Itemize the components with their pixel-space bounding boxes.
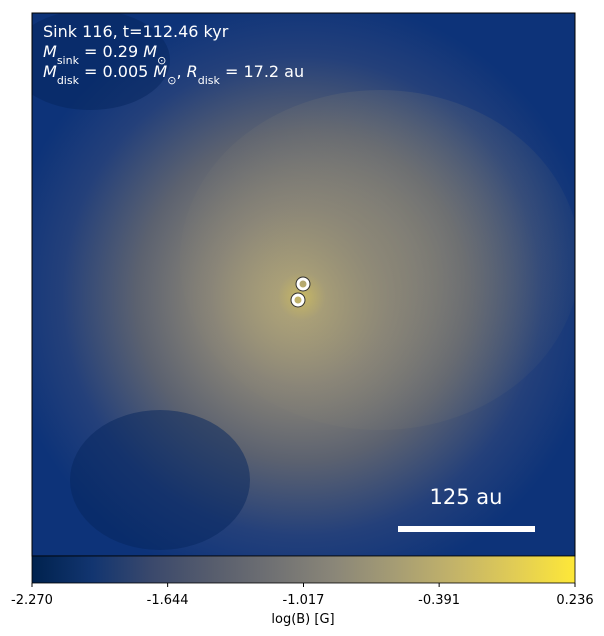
annotation-segment: disk <box>198 74 221 87</box>
sink-marker-outline <box>295 276 311 292</box>
annotation-segment: M <box>43 62 57 81</box>
tick-label: -0.391 <box>418 593 460 608</box>
sink-marker <box>296 277 310 291</box>
tick-label: -1.644 <box>147 593 189 608</box>
scale-bar-label: 125 au <box>430 485 503 509</box>
sink-marker <box>291 293 305 307</box>
annotation-segment: sink <box>57 54 80 67</box>
annotation-segment: ⊙ <box>167 74 176 87</box>
tick-label: 0.236 <box>556 593 593 608</box>
annotation-segment: R <box>187 62 198 81</box>
annotation-segment: M <box>153 62 167 81</box>
colorbar-label: log(B) [G] <box>271 612 334 627</box>
annotation-segment: = 0.29 <box>79 42 143 61</box>
annotation-segment: , <box>176 62 186 81</box>
annotation-segment: = 17.2 au <box>220 62 304 81</box>
annotation-segment: ⊙ <box>157 54 166 67</box>
tick-label: -2.270 <box>11 593 53 608</box>
annotation-line: Mdisk = 0.005 M⊙, Rdisk = 17.2 au <box>43 62 304 87</box>
annotation-segment: disk <box>57 74 80 87</box>
annotation-segment: = 0.005 <box>79 62 153 81</box>
tick-label: -1.017 <box>283 593 325 608</box>
annotation-line: Sink 116, t=112.46 kyr <box>43 22 229 41</box>
field-map <box>32 13 575 556</box>
scale-bar <box>398 526 535 532</box>
colorbar <box>31 555 576 584</box>
colorbar-ticks: -2.270 -1.644 -1.017 -0.391 0.236 <box>11 583 594 608</box>
sink-marker-outline <box>290 292 306 308</box>
annotation-line: Msink = 0.29 M⊙ <box>43 42 166 67</box>
annotation-segment: Sink 116, t=112.46 kyr <box>43 22 229 41</box>
annotation-segment: M <box>143 42 157 61</box>
annotation-segment: M <box>43 42 57 61</box>
